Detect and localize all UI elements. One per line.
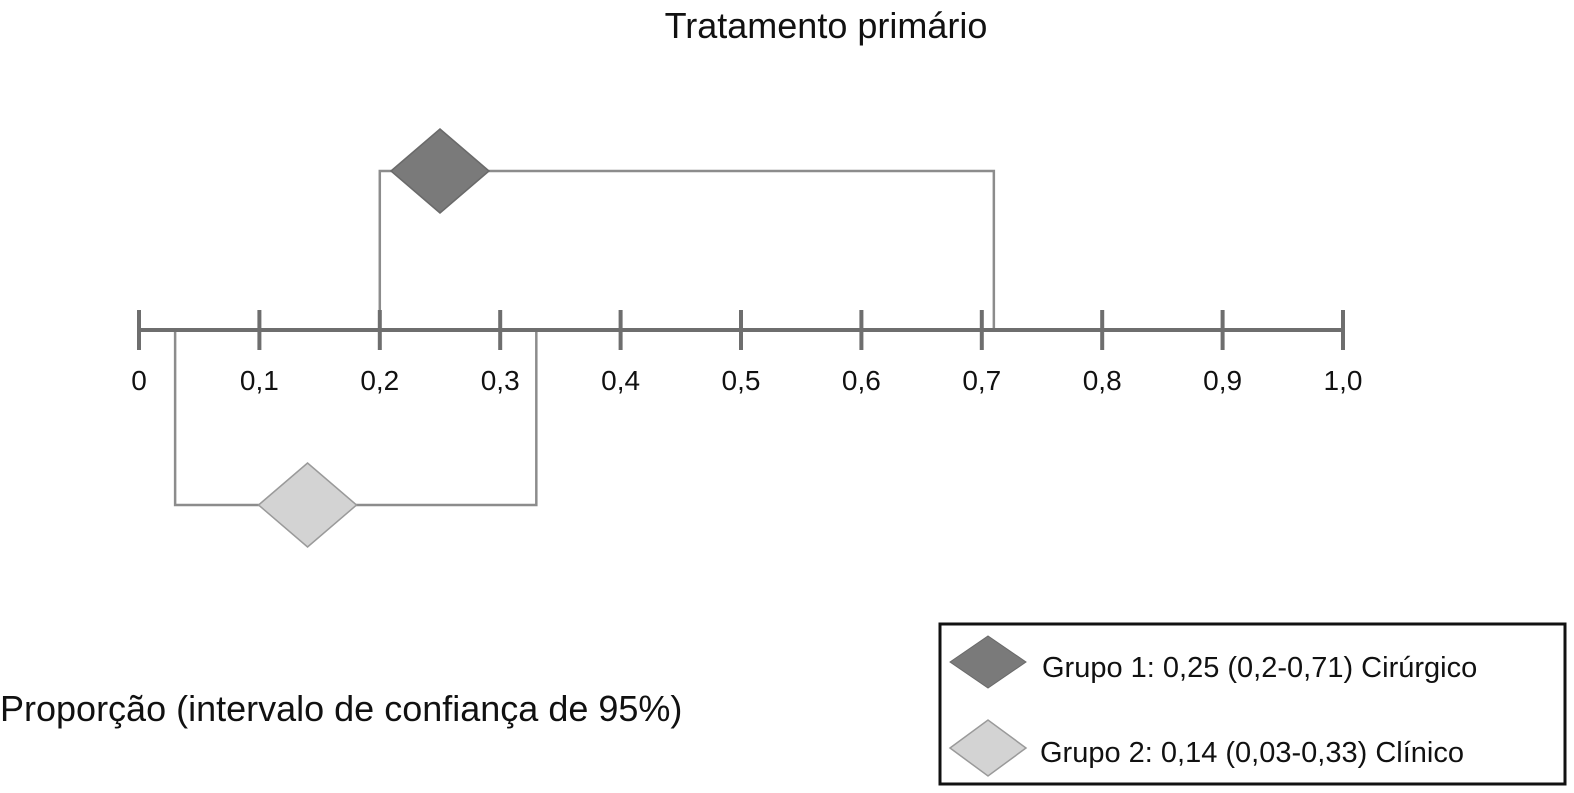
ci-bracket-grupo-1: [378, 169, 996, 328]
x-tick-label: 0,1: [240, 365, 279, 396]
estimate-diamond-grupo-1: [389, 128, 491, 214]
estimate-markers: [257, 128, 491, 548]
x-tick-label: 0,6: [842, 365, 881, 396]
legend: Grupo 1: 0,25 (0,2-0,71) Cirúrgico Grupo…: [938, 622, 1567, 786]
x-tick-label: 0,4: [601, 365, 640, 396]
confidence-brackets: [173, 169, 996, 507]
x-tick-label: 0,7: [962, 365, 1001, 396]
chart-title: Tratamento primário: [665, 5, 988, 46]
x-tick-label: 0,3: [481, 365, 520, 396]
x-tick-label: 0,2: [360, 365, 399, 396]
legend-swatch-grupo-2: [948, 719, 1028, 777]
x-tick-label: 0,5: [722, 365, 761, 396]
x-axis: 0 0,1 0,2 0,3 0,4 0,5 0,6 0,7 0,8 0,9 1,0: [131, 310, 1362, 396]
x-tick-label: 1,0: [1324, 365, 1363, 396]
legend-label-grupo-1: Grupo 1: 0,25 (0,2-0,71) Cirúrgico: [1042, 652, 1477, 684]
ci-bracket-grupo-2: [173, 332, 538, 507]
x-tick-label: 0,8: [1083, 365, 1122, 396]
legend-box: [938, 622, 1567, 786]
legend-label-grupo-2: Grupo 2: 0,14 (0,03-0,33) Clínico: [1040, 737, 1464, 769]
x-axis-label: Proporção (intervalo de confiança de 95%…: [0, 688, 682, 729]
x-tick-label: 0: [131, 365, 147, 396]
legend-swatch-grupo-1: [949, 635, 1027, 689]
x-tick-label: 0,9: [1203, 365, 1242, 396]
estimate-diamond-grupo-2: [257, 462, 358, 548]
